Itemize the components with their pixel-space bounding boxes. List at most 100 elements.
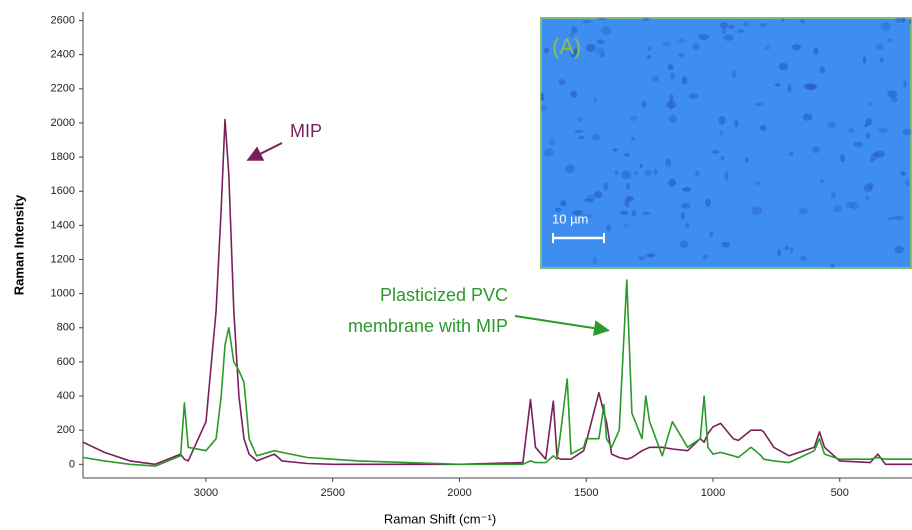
texture-spot — [619, 210, 629, 216]
y-tick-label: 2600 — [51, 14, 75, 26]
texture-spot — [574, 129, 584, 134]
texture-spot — [596, 39, 605, 45]
inset-image: 10 µm (A) — [540, 17, 912, 269]
texture-spot — [865, 118, 873, 126]
texture-spot — [853, 141, 863, 148]
scale-bar-label: 10 µm — [552, 211, 588, 226]
texture-spot — [827, 121, 837, 130]
texture-spot — [720, 155, 725, 161]
texture-spot — [764, 44, 770, 51]
texture-spot — [585, 43, 596, 52]
texture-spot — [638, 256, 645, 261]
texture-spot — [600, 52, 605, 58]
texture-spot — [665, 100, 677, 109]
texture-spot — [867, 101, 873, 107]
texture-spot — [668, 178, 677, 187]
texture-spot — [719, 129, 723, 136]
texture-spot — [646, 54, 652, 60]
texture-spot — [905, 179, 910, 187]
texture-spot — [901, 18, 906, 23]
texture-spot — [633, 171, 639, 175]
texture-spot — [830, 191, 836, 199]
texture-spot — [558, 79, 566, 86]
series-line — [82, 279, 912, 467]
texture-spot — [813, 47, 819, 55]
texture-spot — [644, 253, 654, 258]
annotation-arrow — [246, 142, 283, 161]
texture-spot — [621, 170, 632, 180]
texture-spot — [651, 75, 659, 82]
texture-spot — [541, 105, 548, 111]
texture-spot — [778, 62, 788, 71]
texture-spot — [642, 18, 650, 22]
texture-spot — [582, 20, 592, 24]
texture-spot — [593, 191, 603, 199]
texture-spot — [639, 163, 643, 168]
texture-spot — [812, 146, 820, 154]
texture-spot — [781, 18, 785, 22]
x-tick-label: 1500 — [574, 487, 598, 499]
texture-spot — [543, 148, 554, 157]
texture-spot — [903, 80, 907, 89]
texture-spot — [548, 139, 555, 146]
texture-spot — [751, 206, 763, 215]
texture-spot — [865, 132, 871, 139]
texture-spot — [789, 246, 794, 255]
y-tick-label: 600 — [57, 356, 75, 368]
texture-spot — [623, 224, 629, 228]
x-tick-label: 1000 — [701, 487, 725, 499]
texture-spot — [894, 245, 905, 254]
texture-spot — [692, 43, 700, 51]
texture-spot — [591, 134, 601, 141]
texture-spot — [754, 181, 762, 186]
y-tick-label: 2400 — [51, 49, 75, 61]
texture-spot — [688, 93, 699, 99]
texture-spot — [891, 96, 898, 103]
texture-spot — [583, 198, 593, 202]
texture-spot — [802, 113, 813, 121]
texture-spot — [678, 52, 684, 58]
series-label: Plasticized PVC membrane with MIP — [348, 285, 508, 336]
texture-spot — [682, 187, 692, 192]
series-line — [82, 118, 912, 466]
texture-spot — [777, 249, 781, 257]
texture-spot — [593, 257, 597, 266]
texture-spot — [788, 151, 794, 157]
texture-spot — [732, 69, 736, 78]
texture-spot — [908, 19, 911, 24]
texture-spot — [887, 216, 895, 221]
texture-spot — [685, 223, 690, 229]
texture-spot — [597, 18, 606, 20]
texture-spot — [569, 32, 574, 38]
texture-spot — [875, 43, 885, 51]
texture-spot — [625, 195, 634, 202]
texture-spot — [799, 255, 808, 261]
texture-spot — [787, 83, 792, 93]
y-tick-label: 1000 — [51, 288, 75, 300]
micrograph — [540, 17, 912, 269]
micrograph-texture — [541, 18, 911, 268]
texture-spot — [600, 26, 612, 35]
texture-spot — [644, 169, 652, 176]
texture-spot — [668, 114, 678, 124]
texture-spot — [612, 148, 618, 152]
texture-spot — [803, 83, 815, 90]
series-label: MIP — [290, 121, 322, 141]
texture-spot — [874, 150, 885, 158]
texture-spot — [862, 55, 867, 64]
texture-spot — [774, 83, 781, 87]
texture-spot — [582, 214, 593, 219]
y-tick-label: 2200 — [51, 83, 75, 95]
texture-spot — [614, 170, 619, 176]
x-tick-label: 2500 — [320, 487, 344, 499]
texture-spot — [669, 93, 674, 103]
texture-spot — [864, 123, 868, 128]
texture-spot — [878, 127, 889, 134]
texture-spot — [554, 207, 562, 212]
texture-spot — [678, 38, 686, 43]
texture-spot — [870, 152, 879, 161]
texture-spot — [759, 23, 768, 27]
texture-spot — [792, 44, 801, 51]
